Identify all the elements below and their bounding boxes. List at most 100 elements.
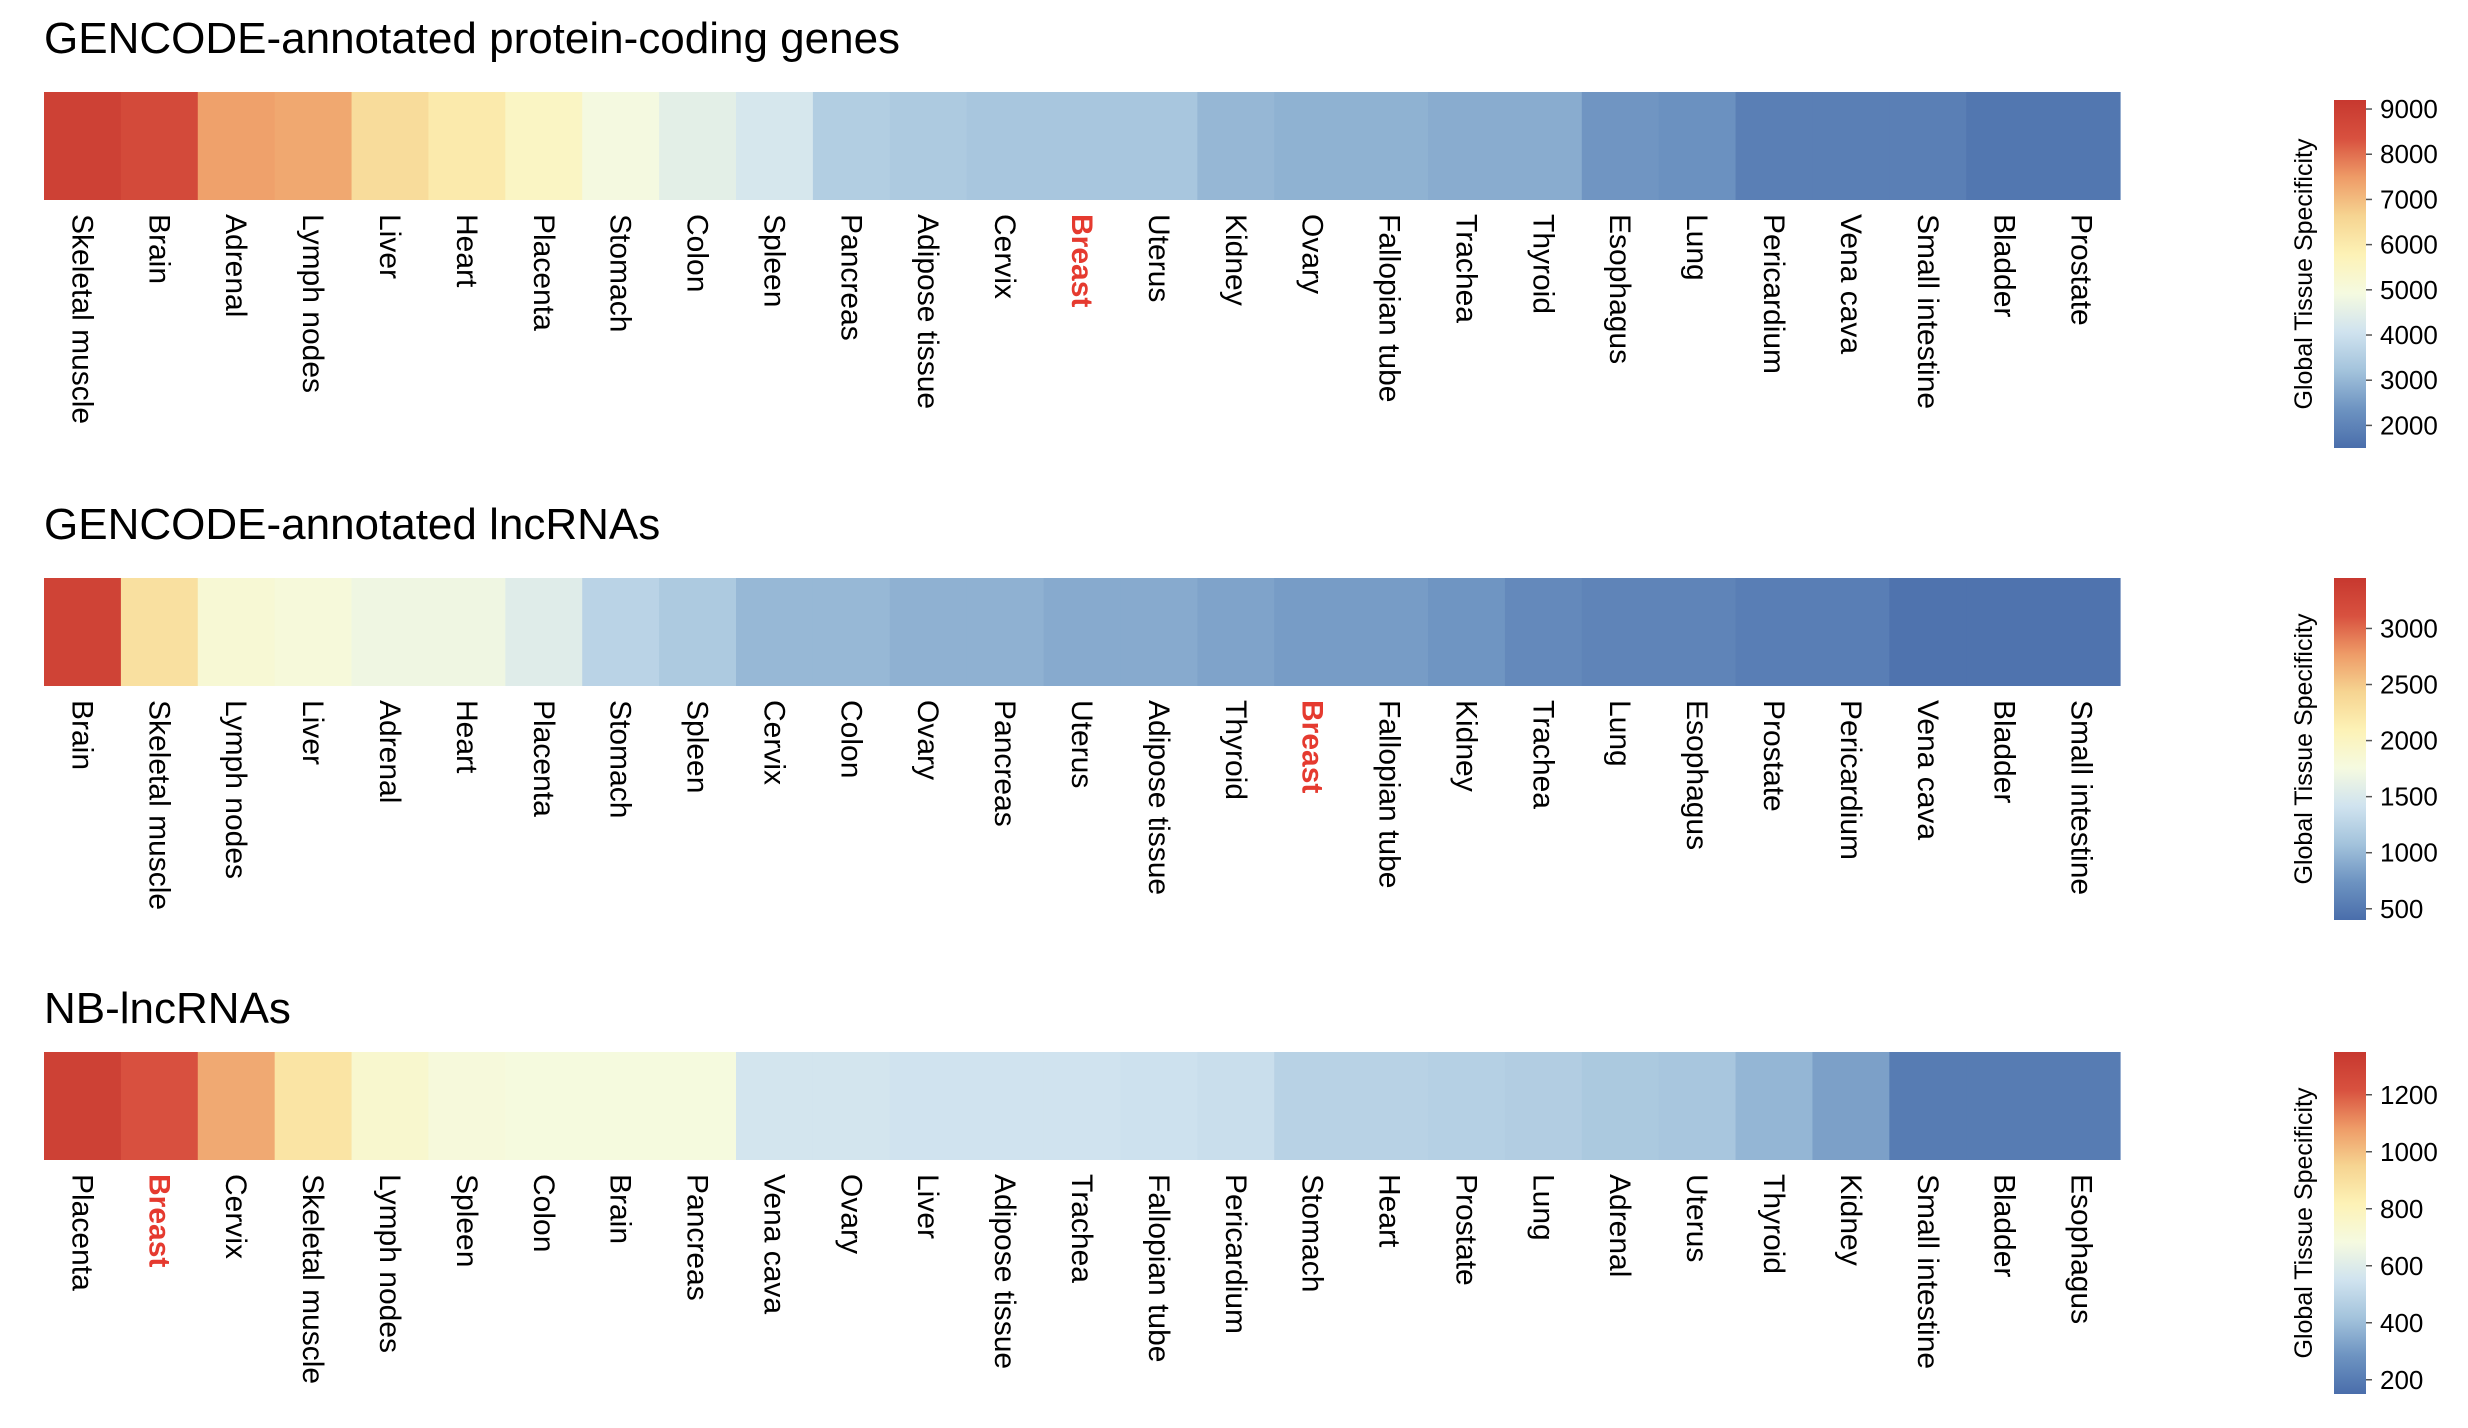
heatmap-cell	[812, 92, 891, 200]
heatmap-cell	[1197, 1052, 1275, 1160]
category-tick-label: Brain	[65, 700, 98, 770]
heatmap-cell	[1504, 1052, 1583, 1160]
category-tick-label: Pericardium	[1219, 1174, 1252, 1334]
colorbar-tick-label: 5000	[2380, 275, 2438, 305]
heatmap-cell	[1581, 1052, 1660, 1160]
heatmap-cell	[197, 92, 276, 200]
category-tick-label: Lymph nodes	[296, 214, 329, 393]
heatmap-cell	[44, 578, 122, 686]
heatmap-cell	[2043, 92, 2121, 200]
heatmap-cell	[1274, 92, 1352, 200]
heatmap-cell	[889, 578, 968, 686]
heatmap-cell	[428, 1052, 506, 1160]
heatmap-cell	[1812, 1052, 1890, 1160]
category-tick-label: Heart	[450, 700, 483, 774]
category-tick-label: Placenta	[527, 214, 560, 331]
category-tick-label: Colon	[681, 214, 714, 292]
heatmap-cell	[736, 1052, 814, 1160]
heatmap-panel-protein-coding: GENCODE-annotated protein-coding genes S…	[0, 0, 2468, 470]
heatmap-cell	[1120, 1052, 1198, 1160]
category-tick-label: Kidney	[1834, 1174, 1867, 1266]
chart-title: GENCODE-annotated protein-coding genes	[44, 14, 901, 63]
chart-title: GENCODE-annotated lncRNAs	[44, 500, 661, 549]
category-tick-label: Thyroid	[1757, 1174, 1790, 1274]
colorbar-tick-label: 2000	[2380, 726, 2438, 756]
colorbar-tick-label: 9000	[2380, 94, 2438, 124]
category-tick-label: Prostate	[2065, 214, 2098, 326]
category-tick-label: Spleen	[681, 700, 714, 793]
heatmap-cell	[274, 578, 353, 686]
chart-title: NB-lncRNAs	[44, 984, 291, 1033]
heatmap-cell	[505, 578, 583, 686]
category-tick-label: Skeletal muscle	[65, 214, 98, 424]
heatmap-cell	[1735, 578, 1814, 686]
colorbar-tick-label: 2500	[2380, 670, 2438, 700]
category-tick-label: Thyroid	[1219, 700, 1252, 800]
heatmap-chart: Placenta Breast Cervix Skeletal muscle Lymph…	[44, 1052, 2438, 1395]
heatmap-cell	[428, 578, 506, 686]
category-tick-label: Stomach	[1296, 1174, 1329, 1292]
category-tick-label: Spleen	[757, 214, 790, 307]
highlight-tick-label: Breast	[1065, 214, 1098, 307]
colorbar-label: Global Tissue Specificity	[2290, 138, 2318, 409]
colorbar-tick-label: 1200	[2380, 1080, 2438, 1110]
category-tick-label: Thyroid	[1526, 214, 1559, 314]
heatmap-cell	[351, 92, 430, 200]
colorbar-tick-label: 1000	[2380, 1137, 2438, 1167]
heatmap-cell	[2043, 1052, 2121, 1160]
category-tick-label: Ovary	[1296, 214, 1329, 294]
category-tick-label: Small intestine	[2065, 700, 2098, 895]
heatmap-cell	[1504, 578, 1583, 686]
heatmap-cell	[1504, 92, 1583, 200]
heatmap-cell	[120, 578, 199, 686]
category-tick-label: Esophagus	[1603, 214, 1636, 364]
heatmap-cell	[44, 1052, 122, 1160]
heatmap-cell	[2043, 578, 2121, 686]
heatmap-cell	[966, 578, 1045, 686]
heatmap-cell	[659, 1052, 737, 1160]
category-tick-label: Brain	[142, 214, 175, 284]
heatmap-cell	[505, 92, 583, 200]
heatmap-cell	[1966, 92, 2044, 200]
heatmap-cell	[1043, 1052, 1122, 1160]
colorbar-tick-label: 6000	[2380, 230, 2438, 260]
colorbar-tick-label: 1000	[2380, 838, 2438, 868]
heatmap-cell	[505, 1052, 583, 1160]
heatmap-cell	[582, 1052, 660, 1160]
heatmap-cell	[197, 578, 276, 686]
heatmap-cell	[1197, 578, 1275, 686]
highlight-tick-label: Breast	[142, 1174, 175, 1267]
heatmap-cell	[812, 1052, 891, 1160]
category-tick-label: Uterus	[1142, 214, 1175, 302]
heatmap-cell	[1658, 578, 1737, 686]
colorbar-tick-label: 2000	[2380, 410, 2438, 440]
category-tick-label: Lung	[1526, 1174, 1559, 1241]
category-tick-label: Colon	[527, 1174, 560, 1252]
heatmap-cell	[1351, 1052, 1429, 1160]
category-tick-label: Pericardium	[1757, 214, 1790, 374]
category-tick-label: Bladder	[1988, 214, 2021, 317]
category-tick-label: Pancreas	[988, 700, 1021, 827]
category-tick-label: Fallopian tube	[1373, 214, 1406, 402]
heatmap-cell	[1812, 92, 1890, 200]
colorbar-tick-label: 8000	[2380, 139, 2438, 169]
category-tick-label: Lung	[1603, 700, 1636, 767]
category-tick-label: Liver	[373, 214, 406, 279]
colorbar-tick-label: 3000	[2380, 365, 2438, 395]
category-tick-label: Lymph nodes	[219, 700, 252, 879]
category-tick-label: Uterus	[1065, 700, 1098, 788]
heatmap-cell	[44, 92, 122, 200]
heatmap-cell	[1966, 578, 2044, 686]
colorbar-label: Global Tissue Specificity	[2290, 613, 2318, 884]
heatmap-cell	[1889, 1052, 1967, 1160]
category-tick-label: Colon	[834, 700, 867, 778]
colorbar-tick-label: 3000	[2380, 613, 2438, 643]
category-tick-label: Adrenal	[1603, 1174, 1636, 1277]
heatmap-cell	[1120, 578, 1198, 686]
heatmap-cell	[812, 578, 891, 686]
colorbar-tick-label: 600	[2380, 1251, 2423, 1281]
heatmap-cell	[351, 578, 430, 686]
category-tick-label: Spleen	[450, 1174, 483, 1267]
heatmap-cell	[1274, 578, 1352, 686]
colorbar-tick-label: 400	[2380, 1308, 2423, 1338]
